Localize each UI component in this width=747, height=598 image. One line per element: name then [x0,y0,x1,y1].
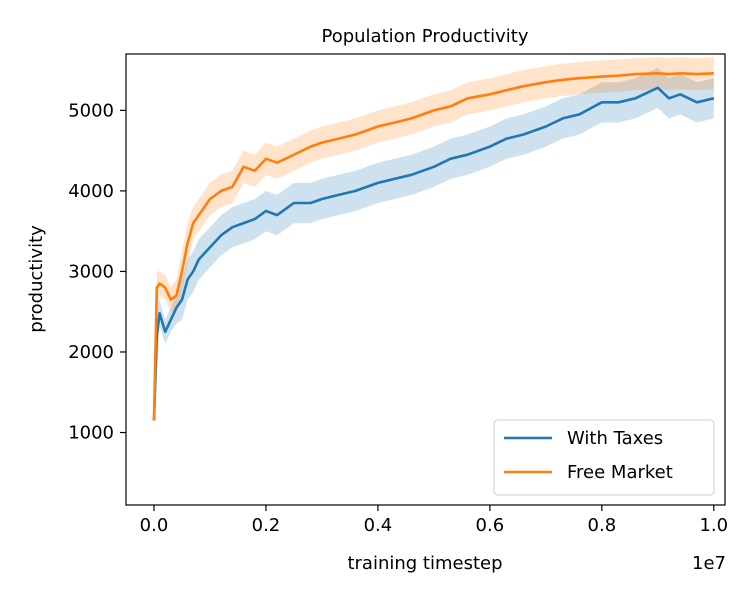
legend-label-free-market: Free Market [567,462,673,483]
band-free-market [154,57,714,421]
series-lines [152,72,715,421]
x-tick-label: 0.0 [140,515,169,536]
plot-frame [125,53,726,506]
x-tick-label: 0.2 [252,515,281,536]
band-with-taxes [154,67,714,421]
y-tick-label: 4000 [68,181,114,202]
y-axis-ticks: 1000 2000 3000 4000 5000 [68,100,126,444]
y-tick-label: 3000 [68,261,114,282]
x-axis-scale-label: 1e7 [692,553,726,574]
legend-label-with-taxes: With Taxes [567,428,663,449]
x-tick-label: 0.4 [364,515,393,536]
x-tick-label: 0.8 [588,515,617,536]
x-axis-ticks: 0.0 0.2 0.4 0.6 0.8 1.0 [140,505,728,536]
confidence-bands [154,57,714,421]
y-tick-label: 1000 [68,423,114,444]
legend: With Taxes Free Market [493,419,715,496]
y-tick-label: 5000 [68,100,114,121]
x-axis-label: training timestep [347,553,502,574]
x-tick-label: 0.6 [476,515,505,536]
line-with-taxes [152,86,715,421]
y-tick-label: 2000 [68,342,114,363]
x-tick-label: 1.0 [699,515,728,536]
chart-title: Population Productivity [322,26,529,47]
line-free-market [152,72,714,421]
y-axis-label: productivity [26,225,47,333]
